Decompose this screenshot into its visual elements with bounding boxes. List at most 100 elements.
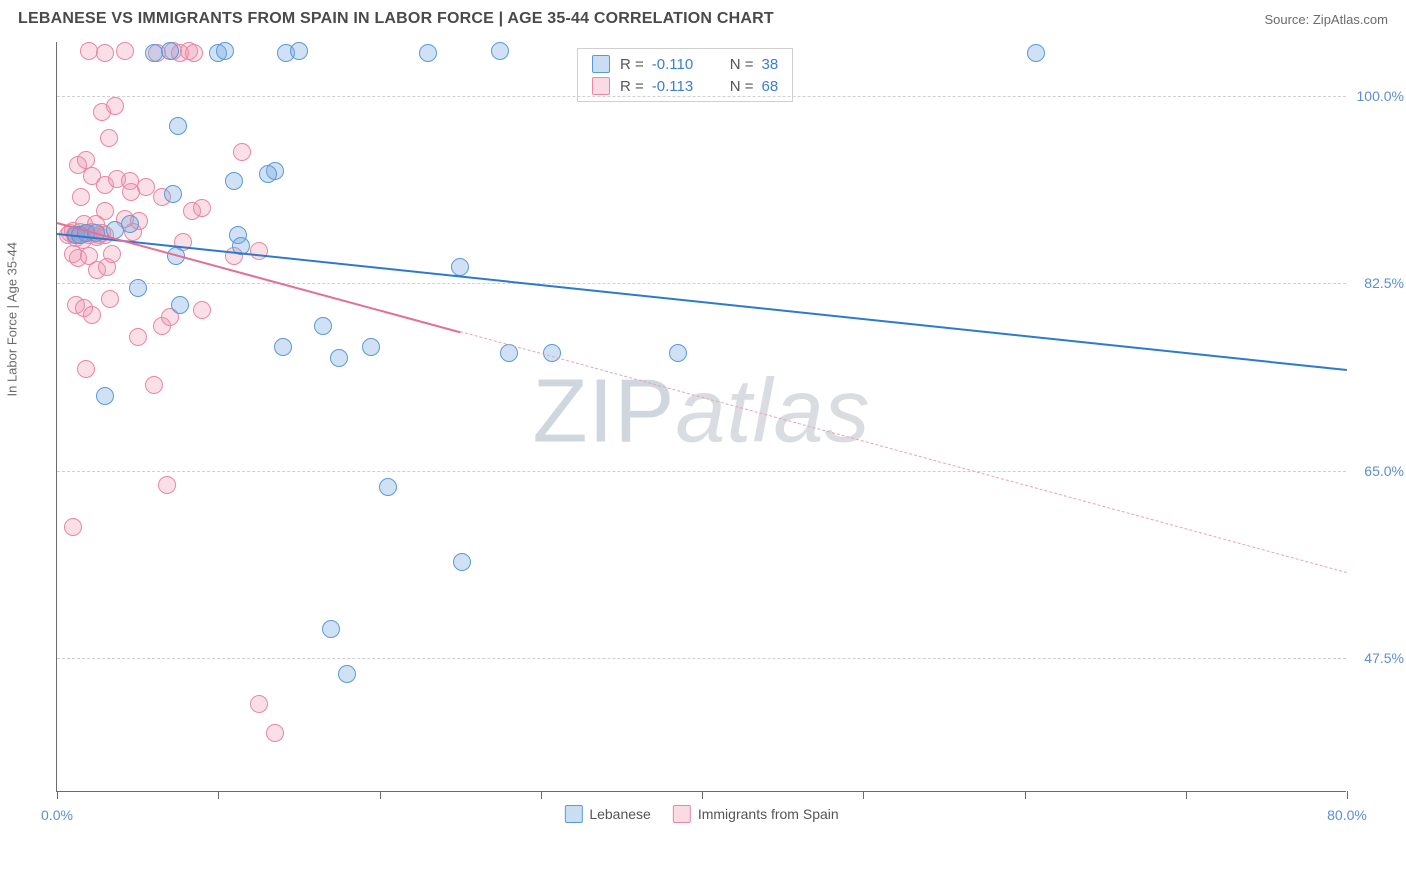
scatter-point-blue — [379, 478, 397, 496]
scatter-point-blue — [322, 620, 340, 638]
regression-line-pink — [460, 331, 1347, 573]
scatter-point-blue — [669, 344, 687, 362]
legend-r-value: -0.113 — [652, 78, 708, 95]
source-value: ZipAtlas.com — [1313, 12, 1388, 27]
scatter-point-blue — [274, 338, 292, 356]
source-label: Source: — [1264, 12, 1312, 27]
x-tick — [863, 791, 864, 799]
gridline-h — [57, 658, 1346, 659]
scatter-point-pink — [250, 695, 268, 713]
scatter-point-blue — [96, 387, 114, 405]
scatter-point-pink — [103, 245, 121, 263]
scatter-point-blue — [129, 279, 147, 297]
scatter-point-blue — [453, 553, 471, 571]
scatter-point-pink — [116, 42, 134, 60]
scatter-point-blue — [169, 117, 187, 135]
scatter-point-blue — [362, 338, 380, 356]
legend-swatch-blue — [564, 805, 582, 823]
scatter-point-pink — [250, 242, 268, 260]
scatter-point-pink — [64, 518, 82, 536]
scatter-point-blue — [338, 665, 356, 683]
chart-container: In Labor Force | Age 35-44 ZIPatlas R =-… — [18, 34, 1388, 844]
legend-swatch-blue — [592, 55, 610, 73]
watermark-zip: ZIP — [532, 361, 675, 461]
scatter-point-pink — [193, 301, 211, 319]
scatter-point-blue — [259, 165, 277, 183]
legend-r-label: R = — [620, 56, 644, 73]
legend-item: Immigrants from Spain — [673, 805, 839, 823]
scatter-point-blue — [171, 296, 189, 314]
x-tick — [702, 791, 703, 799]
scatter-point-pink — [101, 290, 119, 308]
x-tick-label: 80.0% — [1327, 807, 1367, 823]
scatter-point-pink — [72, 188, 90, 206]
scatter-point-blue — [314, 317, 332, 335]
scatter-point-pink — [77, 360, 95, 378]
x-tick — [1347, 791, 1348, 799]
x-tick — [57, 791, 58, 799]
regression-line-blue — [57, 233, 1347, 371]
scatter-point-blue — [330, 349, 348, 367]
y-axis-label: In Labor Force | Age 35-44 — [5, 242, 20, 396]
scatter-point-blue — [451, 258, 469, 276]
correlation-legend: R = -0.110 N = 38 R = -0.113 N = 68 — [577, 48, 793, 102]
scatter-point-pink — [129, 328, 147, 346]
gridline-h — [57, 96, 1346, 97]
y-tick-label: 65.0% — [1364, 463, 1404, 479]
x-tick — [218, 791, 219, 799]
legend-r-value: -0.110 — [652, 56, 708, 73]
legend-row: R = -0.110 N = 38 — [592, 53, 778, 75]
regression-line-pink — [57, 222, 461, 333]
scatter-point-pink — [83, 306, 101, 324]
legend-n-label: N = — [730, 56, 754, 73]
legend-label: Immigrants from Spain — [698, 806, 839, 822]
series-legend: Lebanese Immigrants from Spain — [564, 805, 838, 823]
legend-n-value: 38 — [762, 56, 779, 73]
scatter-point-pink — [185, 44, 203, 62]
legend-n-value: 68 — [762, 78, 779, 95]
scatter-point-pink — [106, 97, 124, 115]
legend-n-label: N = — [730, 78, 754, 95]
scatter-point-pink — [266, 724, 284, 742]
watermark-atlas: atlas — [675, 361, 870, 461]
scatter-point-pink — [77, 151, 95, 169]
y-tick-label: 47.5% — [1364, 650, 1404, 666]
legend-swatch-pink — [673, 805, 691, 823]
scatter-point-blue — [121, 215, 139, 233]
x-tick-label: 0.0% — [41, 807, 73, 823]
legend-label: Lebanese — [589, 806, 651, 822]
scatter-point-pink — [122, 183, 140, 201]
gridline-h — [57, 283, 1346, 284]
scatter-point-pink — [96, 202, 114, 220]
scatter-point-blue — [145, 44, 163, 62]
scatter-point-blue — [161, 42, 179, 60]
legend-swatch-pink — [592, 77, 610, 95]
watermark: ZIPatlas — [532, 360, 870, 463]
x-tick — [1025, 791, 1026, 799]
plot-area: ZIPatlas R =-0.110N =38R =-0.113N =68 Le… — [56, 42, 1346, 792]
x-tick — [541, 791, 542, 799]
scatter-point-pink — [145, 376, 163, 394]
scatter-point-blue — [290, 42, 308, 60]
scatter-point-pink — [96, 44, 114, 62]
legend-r-label: R = — [620, 78, 644, 95]
scatter-point-blue — [216, 42, 234, 60]
chart-title: LEBANESE VS IMMIGRANTS FROM SPAIN IN LAB… — [18, 10, 774, 28]
legend-item: Lebanese — [564, 805, 651, 823]
scatter-point-blue — [419, 44, 437, 62]
x-tick — [380, 791, 381, 799]
legend-row: R = -0.113 N = 68 — [592, 75, 778, 97]
scatter-point-blue — [491, 42, 509, 60]
scatter-point-blue — [164, 185, 182, 203]
scatter-point-blue — [225, 172, 243, 190]
scatter-point-pink — [100, 129, 118, 147]
scatter-point-pink — [193, 199, 211, 217]
source: Source: ZipAtlas.com — [1264, 12, 1388, 27]
y-tick-label: 82.5% — [1364, 275, 1404, 291]
x-tick — [1186, 791, 1187, 799]
header: LEBANESE VS IMMIGRANTS FROM SPAIN IN LAB… — [0, 0, 1406, 34]
scatter-point-pink — [158, 476, 176, 494]
scatter-point-pink — [233, 143, 251, 161]
y-tick-label: 100.0% — [1357, 88, 1404, 104]
scatter-point-blue — [1027, 44, 1045, 62]
